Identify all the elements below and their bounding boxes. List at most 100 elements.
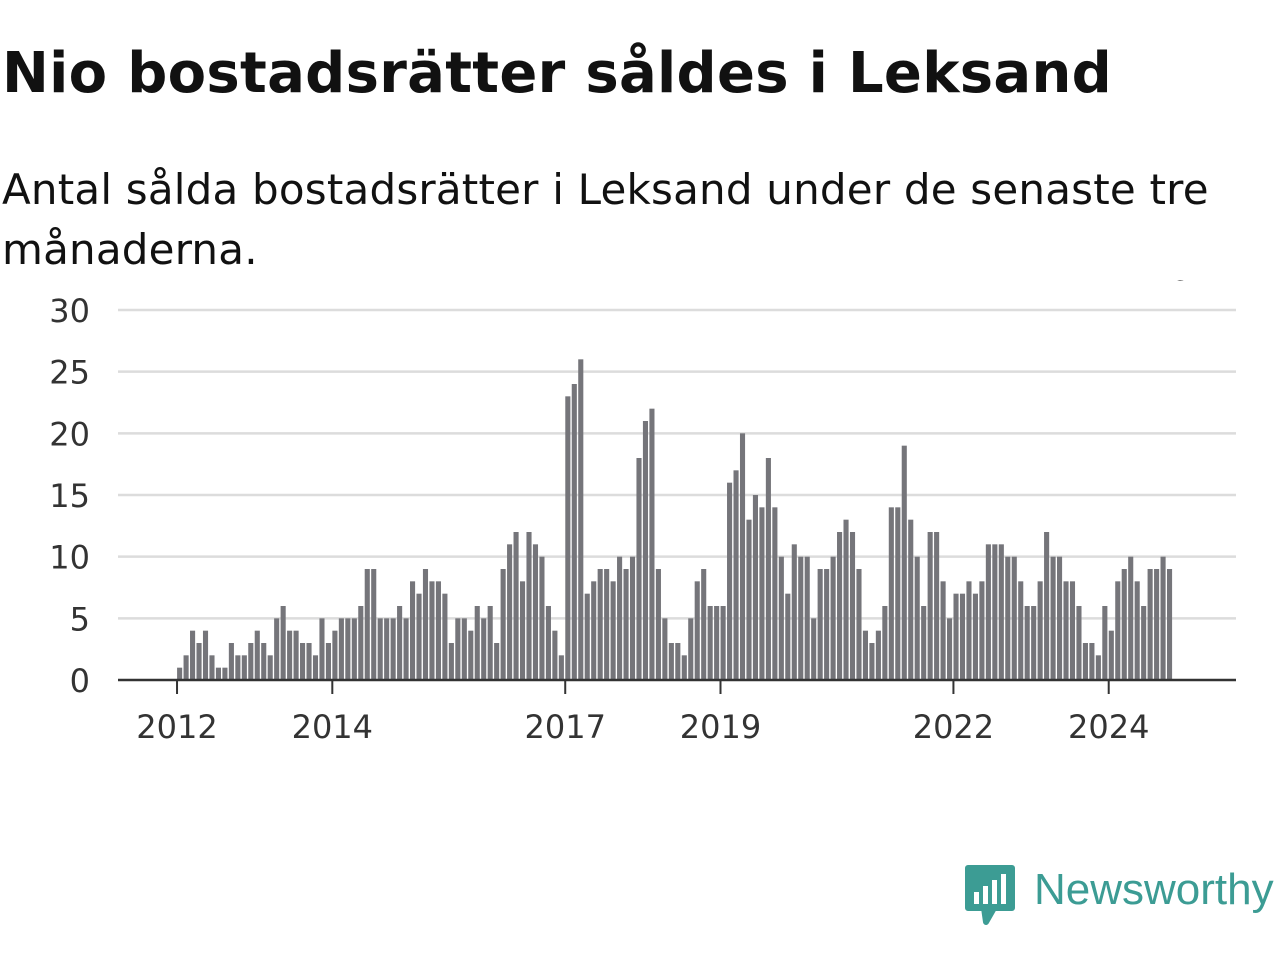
bar <box>287 630 293 680</box>
chart-title: Nio bostadsrätter såldes i Leksand <box>2 41 1113 106</box>
bar <box>720 606 726 680</box>
bar <box>1082 643 1088 680</box>
x-tick-label: 2022 <box>913 708 994 746</box>
bar <box>507 544 513 680</box>
bar <box>1011 556 1017 680</box>
bar <box>384 618 390 680</box>
bar <box>830 556 836 680</box>
bars <box>177 359 1173 680</box>
bar <box>992 544 998 680</box>
bar <box>300 643 306 680</box>
bar <box>681 655 687 680</box>
bar <box>397 606 403 680</box>
bar <box>1134 581 1140 680</box>
bar <box>998 544 1004 680</box>
bar <box>888 507 894 680</box>
bar <box>293 630 299 680</box>
bar <box>1005 556 1011 680</box>
bar <box>843 519 849 680</box>
bar <box>448 643 454 680</box>
bar <box>785 593 791 680</box>
bar <box>739 433 746 680</box>
bar <box>274 618 280 680</box>
bar <box>416 593 422 680</box>
bar <box>875 630 881 680</box>
bar <box>895 507 901 680</box>
bar <box>1089 643 1095 680</box>
bar <box>882 606 888 680</box>
bar <box>1115 581 1121 680</box>
bar <box>604 569 610 680</box>
bar <box>358 606 364 680</box>
bar <box>519 581 526 680</box>
y-tick-label: 25 <box>49 354 90 392</box>
bar <box>1095 655 1101 680</box>
brand-name: Newsworthy <box>1034 865 1274 914</box>
bar <box>791 544 797 680</box>
x-tick-label: 2017 <box>525 708 606 746</box>
bar <box>532 544 539 680</box>
bar <box>921 606 927 680</box>
bar <box>668 643 674 680</box>
bar <box>966 581 972 680</box>
bar <box>901 445 907 680</box>
bar <box>325 643 331 680</box>
bar <box>261 643 267 680</box>
bar <box>1166 569 1173 680</box>
bar <box>927 532 933 680</box>
bar <box>655 569 661 680</box>
y-tick-label: 10 <box>49 539 90 577</box>
bar <box>629 556 636 680</box>
bar <box>752 495 759 680</box>
bar <box>319 618 325 680</box>
bar <box>248 643 254 680</box>
bar <box>972 593 978 680</box>
bar <box>215 667 221 680</box>
bar <box>429 581 435 680</box>
y-tick-label: 0 <box>70 662 90 700</box>
bar <box>856 569 862 680</box>
bar <box>1050 556 1056 680</box>
x-tick-label: 2024 <box>1068 708 1149 746</box>
bar <box>487 606 493 680</box>
newsworthy-logo[interactable]: Newsworthy <box>964 864 1276 930</box>
bar <box>759 507 765 680</box>
bar <box>377 618 383 680</box>
bar <box>701 569 707 680</box>
y-tick-label: 30 <box>49 292 90 330</box>
bar <box>177 667 183 680</box>
bar <box>824 569 830 680</box>
bar <box>306 643 312 680</box>
bar <box>332 630 338 680</box>
bar <box>1128 556 1134 680</box>
bar <box>837 532 843 680</box>
chart-subtitle: Antal sålda bostadsrätter i Leksand unde… <box>2 165 1209 274</box>
bar <box>662 618 668 680</box>
bar <box>688 618 694 680</box>
bar <box>1024 606 1030 680</box>
bar <box>500 569 506 680</box>
bar <box>345 618 351 680</box>
bar <box>772 507 778 680</box>
bar <box>190 630 196 680</box>
bar <box>468 630 474 680</box>
bar <box>539 556 545 680</box>
bar <box>410 581 416 680</box>
bar <box>526 532 532 680</box>
bar <box>1141 606 1147 680</box>
bar <box>267 655 273 680</box>
bar <box>1044 532 1050 680</box>
bar <box>617 556 623 680</box>
bar <box>727 482 733 680</box>
bar <box>642 421 649 680</box>
gridlines <box>118 308 1236 620</box>
bar <box>733 470 739 680</box>
bar <box>312 655 319 680</box>
bar <box>940 581 946 680</box>
bar <box>455 618 461 680</box>
bar <box>578 359 584 680</box>
labels: 0 5 10 15 20 25 30 9 2012 2014 2017 2019 2022 2024 <box>49 280 1193 746</box>
bar <box>228 643 234 680</box>
bar <box>390 618 396 680</box>
bar <box>959 593 966 680</box>
